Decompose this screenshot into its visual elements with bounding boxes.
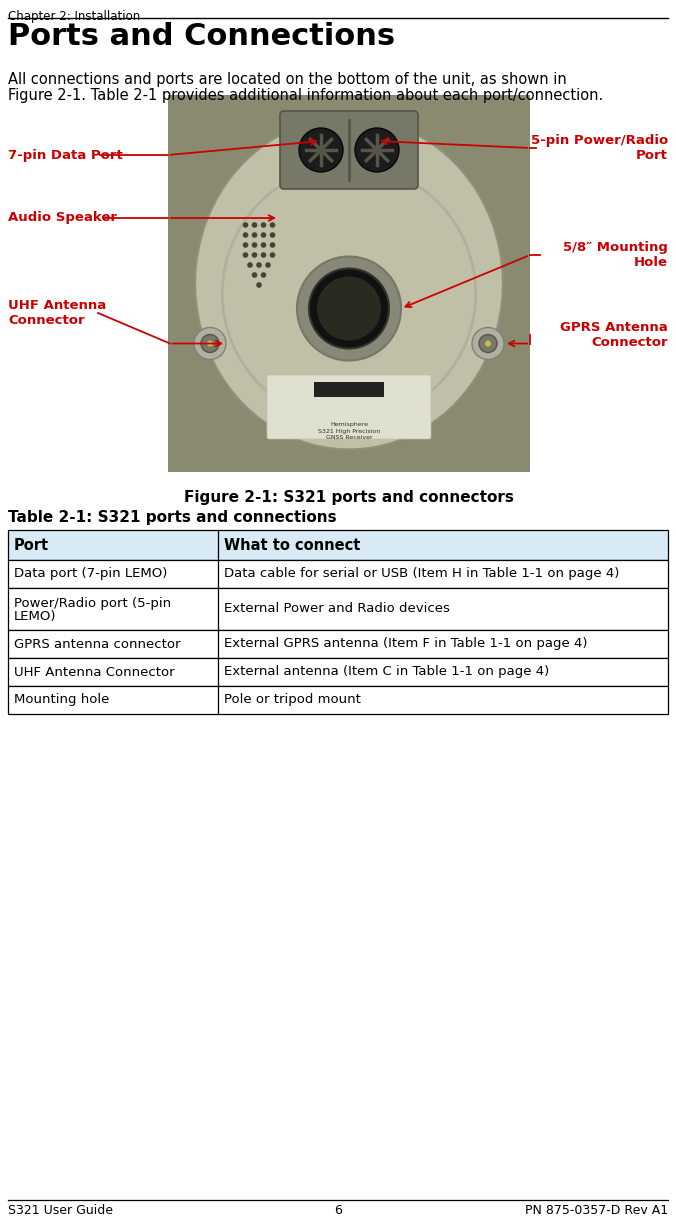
Circle shape: [243, 242, 248, 248]
Circle shape: [485, 341, 491, 347]
Circle shape: [251, 232, 258, 237]
Circle shape: [261, 242, 266, 248]
Text: UHF Antenna Connector: UHF Antenna Connector: [14, 666, 174, 679]
Circle shape: [261, 273, 266, 277]
Text: GPRS Antenna
Connector: GPRS Antenna Connector: [560, 321, 668, 349]
Text: UHF Antenna
Connector: UHF Antenna Connector: [8, 299, 106, 327]
Text: 7-pin Data Port: 7-pin Data Port: [8, 148, 123, 162]
Text: LEMO): LEMO): [14, 610, 57, 623]
Text: Pole or tripod mount: Pole or tripod mount: [224, 694, 361, 707]
Circle shape: [270, 232, 275, 237]
Circle shape: [256, 262, 262, 268]
Text: 5/8″ Mounting
Hole: 5/8″ Mounting Hole: [563, 241, 668, 269]
Text: Data cable for serial or USB (Item H in Table 1-1 on page 4): Data cable for serial or USB (Item H in …: [224, 567, 619, 581]
Circle shape: [243, 232, 248, 237]
Circle shape: [247, 262, 253, 268]
Circle shape: [207, 341, 213, 347]
Bar: [314, 382, 384, 397]
Circle shape: [355, 128, 399, 172]
Circle shape: [479, 335, 497, 353]
Text: External GPRS antenna (Item F in Table 1-1 on page 4): External GPRS antenna (Item F in Table 1…: [224, 638, 587, 651]
Circle shape: [251, 223, 258, 228]
Bar: [8, 588, 668, 630]
Text: Audio Speaker: Audio Speaker: [8, 212, 117, 224]
Text: Mounting hole: Mounting hole: [14, 694, 110, 707]
Circle shape: [251, 242, 258, 248]
Text: External antenna (Item C in Table 1-1 on page 4): External antenna (Item C in Table 1-1 on…: [224, 666, 549, 679]
Ellipse shape: [195, 118, 503, 449]
Text: Table 2-1: S321 ports and connections: Table 2-1: S321 ports and connections: [8, 510, 337, 525]
Circle shape: [261, 223, 266, 228]
Circle shape: [251, 252, 258, 258]
Text: What to connect: What to connect: [224, 538, 360, 553]
Circle shape: [270, 242, 275, 248]
Text: Port: Port: [14, 538, 49, 553]
Circle shape: [317, 276, 381, 341]
Text: S321 User Guide: S321 User Guide: [8, 1204, 113, 1217]
Circle shape: [261, 252, 266, 258]
Text: GPRS antenna connector: GPRS antenna connector: [14, 638, 180, 651]
FancyBboxPatch shape: [267, 375, 431, 439]
Text: PN 875-0357-D Rev A1: PN 875-0357-D Rev A1: [525, 1204, 668, 1217]
Bar: [168, 95, 530, 472]
Circle shape: [265, 262, 271, 268]
Text: 6: 6: [334, 1204, 342, 1217]
Circle shape: [297, 257, 401, 360]
Bar: [8, 686, 668, 714]
Text: Ports and Connections: Ports and Connections: [8, 22, 395, 51]
Text: Power/Radio port (5-pin: Power/Radio port (5-pin: [14, 598, 171, 611]
Text: External Power and Radio devices: External Power and Radio devices: [224, 602, 450, 616]
Circle shape: [270, 223, 275, 228]
Text: Figure 2-1. Table 2-1 provides additional information about each port/connection: Figure 2-1. Table 2-1 provides additiona…: [8, 88, 603, 103]
Circle shape: [261, 232, 266, 237]
Text: All connections and ports are located on the bottom of the unit, as shown in: All connections and ports are located on…: [8, 72, 566, 86]
Text: 5-pin Power/Radio
Port: 5-pin Power/Radio Port: [531, 134, 668, 162]
Circle shape: [194, 327, 226, 359]
Bar: [8, 560, 668, 588]
Text: Figure 2-1: S321 ports and connectors: Figure 2-1: S321 ports and connectors: [184, 490, 514, 505]
Circle shape: [299, 128, 343, 172]
Bar: [8, 529, 668, 560]
Bar: [8, 658, 668, 686]
Circle shape: [270, 252, 275, 258]
Text: Data port (7-pin LEMO): Data port (7-pin LEMO): [14, 567, 168, 581]
Circle shape: [243, 223, 248, 228]
Circle shape: [201, 335, 219, 353]
Text: Chapter 2: Installation: Chapter 2: Installation: [8, 10, 140, 23]
FancyBboxPatch shape: [280, 111, 418, 189]
Text: Hemisphere
S321 High Precision
GNSS Receiver: Hemisphere S321 High Precision GNSS Rece…: [318, 422, 380, 441]
Circle shape: [309, 269, 389, 348]
Circle shape: [251, 273, 258, 277]
Circle shape: [243, 252, 248, 258]
Bar: [8, 630, 668, 658]
Circle shape: [256, 282, 262, 287]
Circle shape: [472, 327, 504, 359]
